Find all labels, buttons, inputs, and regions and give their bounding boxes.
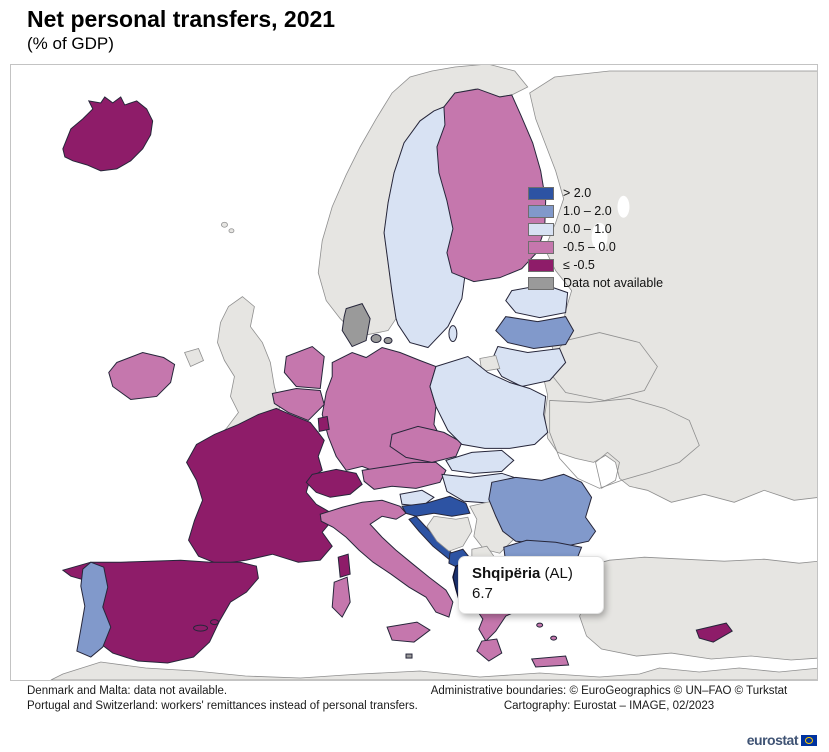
country-iceland[interactable] [62,96,154,172]
map-legend: > 2.0 1.0 – 2.0 0.0 – 1.0 -0.5 – 0.0 ≤ -… [528,186,663,290]
map-tooltip: Shqipëria (AL) 6.7 [458,556,604,614]
country-belgium[interactable] [271,387,325,422]
eu-flag-icon [801,734,817,746]
country-bosnia [426,515,473,552]
faroe-islands [221,221,228,228]
country-romania[interactable] [488,473,597,547]
country-northern-ireland [184,348,205,368]
legend-row: Data not available [528,276,663,290]
credit-line2: Cartography: Eurostat – IMAGE, 02/2023 [503,700,715,713]
footnotes-right: Administrative boundaries: © EuroGeograp… [423,684,795,714]
country-netherlands[interactable] [283,345,325,390]
north-africa-coast [50,661,817,680]
lake-onega [617,195,630,218]
legend-swatch-low-neg [528,258,554,272]
border-moldova [595,451,620,489]
country-italy-sicily[interactable] [386,621,431,643]
map-svg [11,65,817,680]
country-poland[interactable] [429,355,549,449]
country-italy-sardinia[interactable] [331,576,351,618]
page-title: Net personal transfers, 2021 [27,6,336,32]
balearic-islands[interactable] [193,624,209,632]
country-slovakia[interactable] [445,449,515,474]
legend-swatch-neg [528,240,554,254]
tooltip-country-line: Shqipëria (AL) [472,564,590,584]
country-france-corsica[interactable] [337,553,351,578]
country-luxembourg[interactable] [317,415,330,433]
footnote-line1: Denmark and Malta: data not available. [27,685,228,697]
country-denmark[interactable] [341,303,371,348]
country-greece-peloponnese[interactable] [476,638,503,662]
country-switzerland[interactable] [305,468,363,498]
border-ukraine [549,398,700,489]
country-greece-crete[interactable] [530,655,570,668]
country-latvia[interactable] [495,316,575,350]
legend-swatch-0-1 [528,222,554,236]
legend-swatch-gt2 [528,186,554,200]
credit-line1: Administrative boundaries: © EuroGeograp… [430,685,788,697]
country-denmark-isle2[interactable] [383,337,393,345]
aegean-island [536,622,544,628]
legend-label: Data not available [563,276,664,290]
country-slovenia[interactable] [399,489,435,507]
country-cyprus[interactable] [695,622,733,643]
faroe-islands2 [228,228,235,234]
legend-swatch-na [528,276,554,290]
title-block: Net personal transfers, 2021 (% of GDP) [27,6,335,54]
country-croatia[interactable] [401,495,471,517]
page-subtitle: (% of GDP) [27,34,114,54]
footnote-line2: Portugal and Switzerland: workers' remit… [27,700,418,713]
legend-label: 0.0 – 1.0 [563,222,612,236]
legend-row: 1.0 – 2.0 [528,204,663,218]
country-ireland[interactable] [108,352,176,400]
country-portugal[interactable] [76,561,112,658]
country-italy[interactable] [319,499,454,618]
lake-ladoga [591,222,608,251]
aegean-island2 [550,635,558,641]
europe-map [10,64,818,681]
legend-row: > 2.0 [528,186,663,200]
legend-swatch-1-2 [528,204,554,218]
eurostat-logo: eurostat [747,732,817,748]
legend-label: > 2.0 [563,186,592,200]
country-denmark-isle[interactable] [370,334,382,344]
legend-label: 1.0 – 2.0 [563,204,612,218]
legend-row: ≤ -0.5 [528,258,663,272]
tooltip-country-code: (AL) [544,565,573,582]
country-turkey [560,556,817,661]
country-malta[interactable] [405,653,413,659]
legend-row: -0.5 – 0.0 [528,240,663,254]
legend-label: ≤ -0.5 [563,258,595,272]
legend-row: 0.0 – 1.0 [528,222,663,236]
eurostat-logo-text: eurostat [746,732,799,748]
balearic-islands2[interactable] [210,619,219,626]
tooltip-country-name: Shqipëria [472,565,541,582]
legend-label: -0.5 – 0.0 [563,240,616,254]
country-sweden-gotland[interactable] [448,325,458,343]
footnotes-left: Denmark and Malta: data not available. P… [27,684,418,714]
country-austria[interactable] [361,461,447,490]
tooltip-value: 6.7 [472,585,493,603]
country-czechia[interactable] [389,425,463,463]
